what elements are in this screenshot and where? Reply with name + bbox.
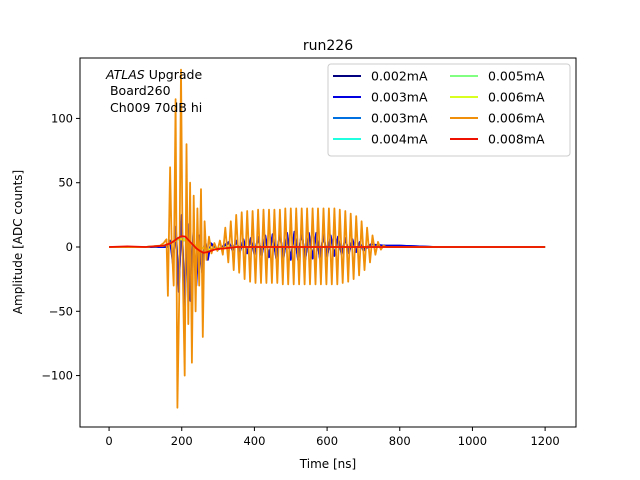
y-tick-label: 50 [58, 176, 73, 190]
x-axis-ticks: 0 200 400 600 800 1000 1200 [105, 427, 560, 448]
series-line-8 [109, 235, 546, 254]
legend-item: 0.002mA [333, 69, 428, 84]
legend-label: 0.006mA [488, 90, 545, 105]
x-tick-label: 400 [243, 434, 265, 448]
x-tick-label: 800 [389, 434, 411, 448]
y-axis-ticks: −100 −50 0 50 100 [41, 111, 80, 383]
y-tick-label: 0 [66, 240, 73, 254]
x-tick-label: 600 [316, 434, 338, 448]
x-axis-label: Time [ns] [299, 457, 356, 471]
x-tick-label: 0 [105, 434, 112, 448]
chart-title: run226 [303, 38, 353, 54]
annotation-experiment: ATLAS [105, 67, 145, 82]
legend: 0.002mA 0.003mA 0.003mA 0.004mA 0.005mA 0.006… [327, 63, 571, 157]
atlas-annotation: ATLAS Upgrade Board260 Ch009 70dB hi [105, 67, 202, 115]
annotation-line-1: ATLAS Upgrade [105, 67, 202, 82]
legend-label: 0.008mA [488, 132, 545, 147]
legend-item: 0.006mA [450, 111, 545, 126]
legend-item: 0.006mA [450, 90, 545, 105]
legend-label: 0.002mA [371, 69, 428, 84]
legend-box [327, 63, 571, 157]
annotation-upgrade: Upgrade [145, 67, 203, 82]
x-tick-label: 1000 [458, 434, 487, 448]
y-tick-label: 100 [51, 111, 73, 125]
legend-label: 0.003mA [371, 111, 428, 126]
annotation-line-2: Board260 [106, 83, 171, 98]
legend-label: 0.003mA [371, 90, 428, 105]
legend-item: 0.004mA [333, 132, 428, 147]
legend-item: 0.005mA [450, 69, 545, 84]
legend-item: 0.008mA [450, 132, 545, 147]
series-line-7 [109, 68, 546, 409]
plot-frame [79, 57, 577, 428]
x-tick-label: 1200 [530, 434, 559, 448]
legend-item: 0.003mA [333, 111, 428, 126]
x-tick-label: 200 [171, 434, 193, 448]
y-tick-label: −100 [41, 369, 73, 383]
legend-label: 0.005mA [488, 69, 545, 84]
legend-item: 0.003mA [333, 90, 428, 105]
y-tick-label: −50 [49, 304, 73, 318]
legend-label: 0.004mA [371, 132, 428, 147]
legend-label: 0.006mA [488, 111, 545, 126]
series-layer [109, 68, 546, 409]
y-axis-label: Amplitude [ADC counts] [11, 170, 25, 314]
annotation-line-3: Ch009 70dB hi [106, 100, 202, 115]
